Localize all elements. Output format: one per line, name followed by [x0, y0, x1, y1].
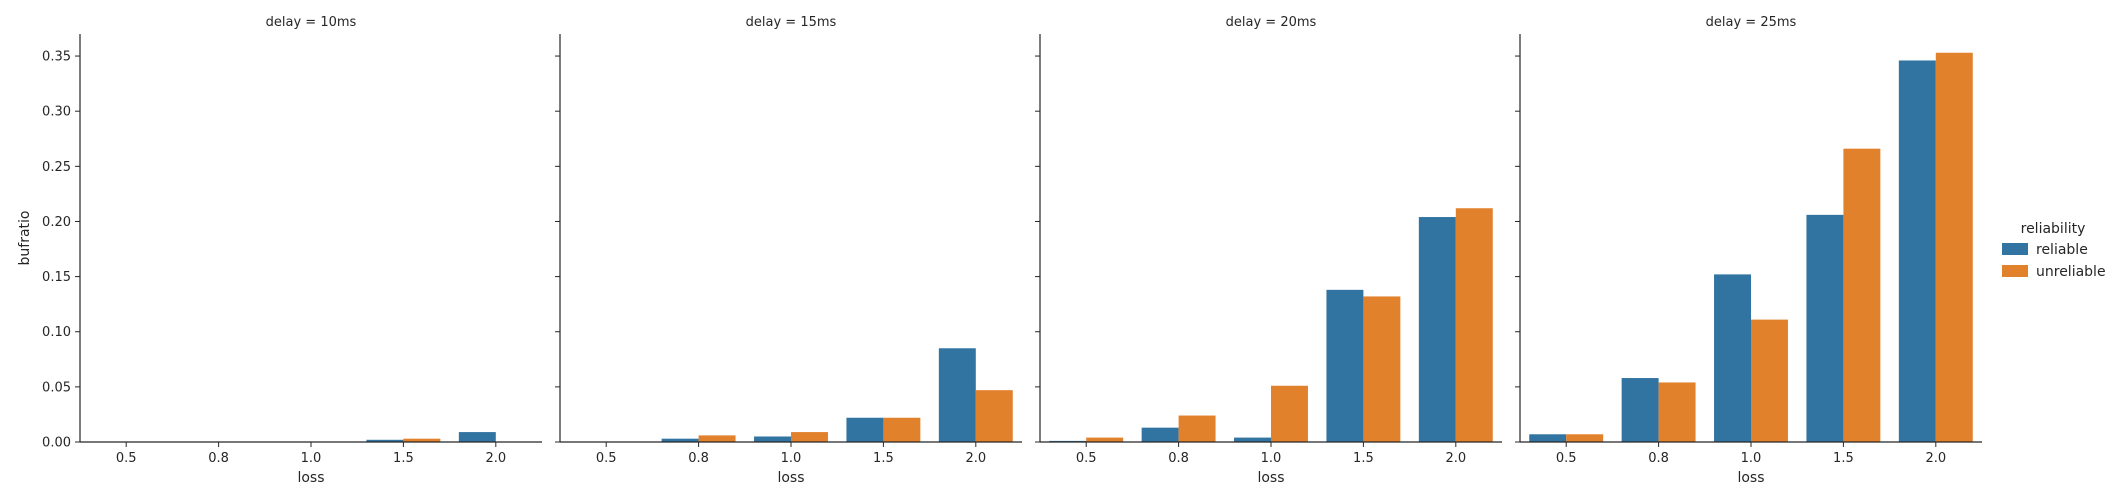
x-tick-label: 0.8	[208, 451, 229, 466]
x-tick-label: 0.5	[116, 451, 137, 466]
x-tick-label: 2.0	[965, 451, 986, 466]
bar-unreliable	[1751, 319, 1788, 442]
bar-unreliable	[975, 390, 1013, 442]
bar-unreliable	[1086, 437, 1124, 442]
x-tick-label: 0.8	[1168, 451, 1189, 466]
bar-reliable	[1898, 60, 1936, 443]
y-tick-label: 0.05	[42, 380, 71, 395]
x-tick-label: 2.0	[485, 451, 506, 466]
legend-swatch-reliable	[2002, 243, 2028, 255]
bar-unreliable	[698, 435, 736, 442]
x-axis-label: loss	[297, 470, 324, 486]
bar-reliable	[846, 417, 884, 442]
y-tick-label: 0.15	[42, 270, 71, 285]
bar-unreliable	[1455, 208, 1493, 442]
x-tick-label: 0.5	[596, 451, 617, 466]
bar-reliable	[1234, 437, 1271, 442]
x-tick-label: 1.5	[1833, 451, 1854, 466]
legend-label-unreliable: unreliable	[2036, 264, 2106, 280]
y-tick-label: 0.00	[42, 436, 71, 451]
y-axis-label: bufratio	[17, 211, 33, 266]
x-tick-label: 0.8	[688, 451, 709, 466]
bar-reliable	[1529, 434, 1567, 442]
y-tick-label: 0.10	[42, 325, 71, 340]
bar-unreliable	[1935, 52, 1973, 442]
y-tick-label: 0.20	[42, 215, 71, 230]
legend-label-reliable: reliable	[2036, 242, 2088, 258]
x-tick-label: 1.5	[873, 451, 894, 466]
bar-unreliable	[1271, 385, 1308, 442]
bar-unreliable	[1566, 434, 1604, 442]
bar-reliable	[1806, 214, 1844, 442]
x-tick-label: 0.8	[1648, 451, 1669, 466]
bar-unreliable	[1178, 415, 1216, 442]
x-tick-label: 1.5	[1353, 451, 1374, 466]
panel-title: delay = 15ms	[746, 15, 837, 30]
facet-panel: delay = 10ms 0.5 0.8 1.0 1.5 2.0 loss 0.00 0.05 0…	[17, 15, 542, 486]
panel-title: delay = 25ms	[1706, 15, 1797, 30]
facet-panel: delay = 25ms 0.5 0.8 1.0 1.5 2.0 loss	[1515, 15, 1982, 486]
x-tick-label: 1.0	[1261, 451, 1282, 466]
x-tick-label: 2.0	[1445, 451, 1466, 466]
bar-reliable	[1714, 274, 1751, 442]
y-tick-label: 0.35	[42, 50, 71, 65]
x-tick-label: 0.5	[1556, 451, 1577, 466]
x-tick-label: 1.0	[781, 451, 802, 466]
y-tick-label: 0.25	[42, 160, 71, 175]
x-axis-label: loss	[1737, 470, 1764, 486]
x-tick-label: 0.5	[1076, 451, 1097, 466]
facet-panel: delay = 15ms 0.5 0.8 1.0 1.5 2.0 loss	[555, 15, 1022, 486]
legend-title: reliability	[2021, 221, 2086, 237]
x-tick-label: 2.0	[1925, 451, 1946, 466]
x-tick-label: 1.0	[301, 451, 322, 466]
bar-unreliable	[1658, 382, 1696, 442]
bar-reliable	[754, 436, 791, 442]
bar-reliable	[366, 439, 404, 442]
panel-title: delay = 10ms	[266, 15, 357, 30]
bar-unreliable	[883, 417, 921, 442]
bar-reliable	[1621, 378, 1659, 442]
panel-title: delay = 20ms	[1226, 15, 1317, 30]
x-axis-label: loss	[777, 470, 804, 486]
bar-unreliable	[403, 438, 441, 442]
facet-panel: delay = 20ms 0.5 0.8 1.0 1.5 2.0 loss	[1035, 15, 1502, 486]
bar-unreliable	[1363, 296, 1401, 442]
legend: reliability reliable unreliable	[2002, 221, 2106, 280]
bar-reliable	[1418, 217, 1456, 442]
x-tick-label: 1.5	[393, 451, 414, 466]
x-axis-label: loss	[1257, 470, 1284, 486]
bar-reliable	[938, 348, 976, 442]
bar-reliable	[1326, 289, 1364, 442]
bar-reliable	[661, 438, 699, 442]
bar-unreliable	[791, 432, 828, 442]
bar-reliable	[458, 432, 496, 442]
bar-reliable	[1141, 427, 1179, 442]
bar-unreliable	[1843, 148, 1881, 442]
x-tick-label: 1.0	[1741, 451, 1762, 466]
y-tick-label: 0.30	[42, 105, 71, 120]
legend-swatch-unreliable	[2002, 265, 2028, 277]
